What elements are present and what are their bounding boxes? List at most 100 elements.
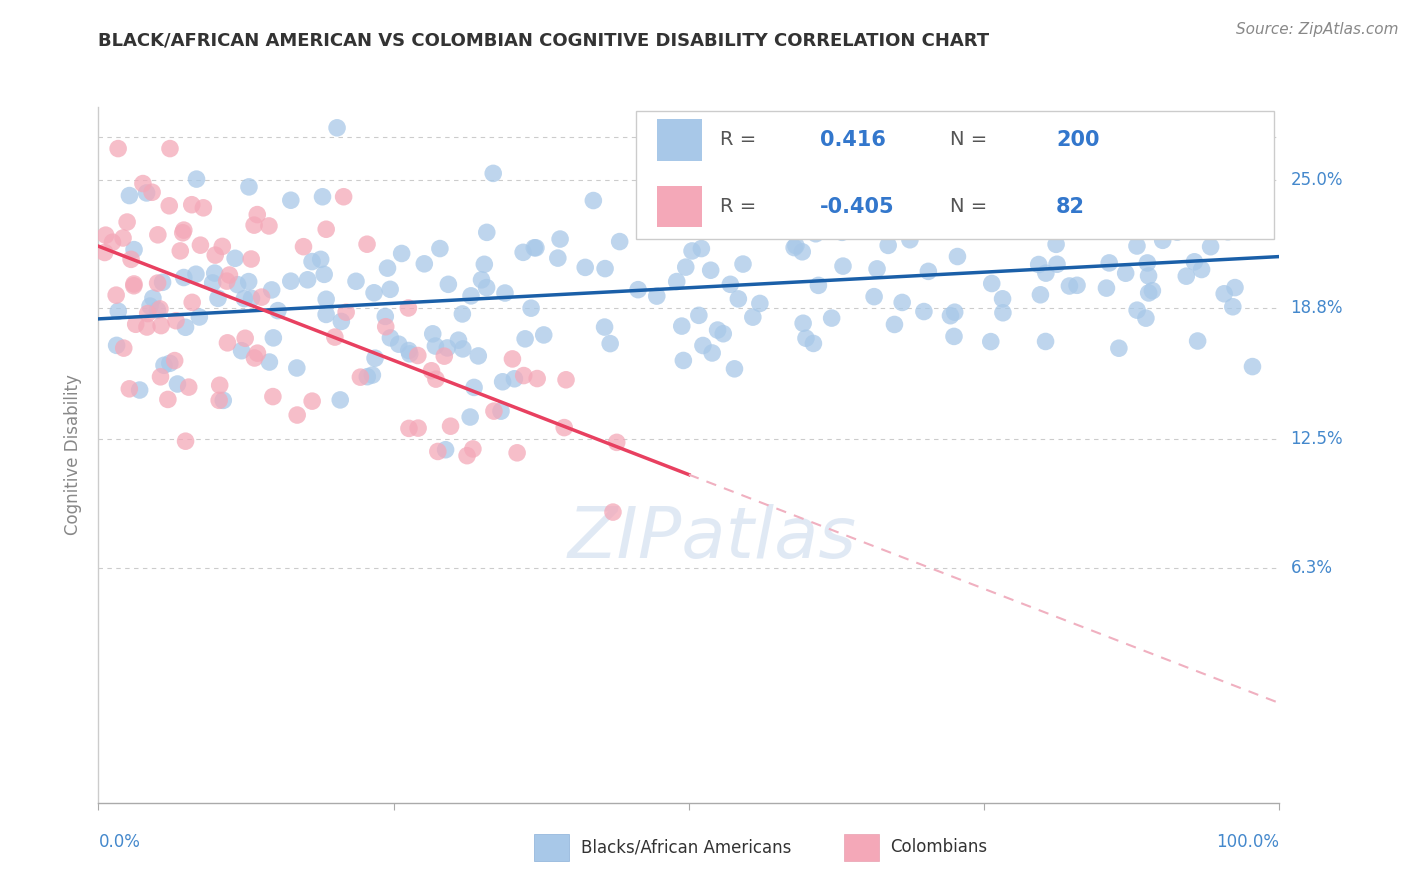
- Point: [329, 392, 352, 407]
- Point: [1045, 237, 1067, 252]
- Point: [122, 243, 145, 257]
- Point: [122, 278, 145, 293]
- Point: [1135, 311, 1157, 326]
- Point: [526, 371, 548, 385]
- Text: 200: 200: [1056, 129, 1099, 150]
- Point: [238, 275, 260, 289]
- Point: [257, 219, 280, 233]
- Point: [259, 355, 281, 369]
- Point: [120, 252, 142, 267]
- Point: [1216, 225, 1239, 239]
- Point: [942, 202, 965, 217]
- Point: [262, 390, 284, 404]
- Point: [398, 343, 420, 358]
- Point: [93, 245, 115, 260]
- Point: [243, 351, 266, 365]
- Point: [398, 347, 420, 361]
- Point: [512, 368, 534, 383]
- Point: [602, 505, 624, 519]
- Point: [233, 331, 256, 345]
- Point: [420, 364, 443, 378]
- Point: [1170, 198, 1192, 212]
- Point: [943, 305, 966, 319]
- Point: [475, 225, 498, 239]
- Point: [523, 241, 546, 255]
- Point: [456, 449, 478, 463]
- Point: [326, 120, 349, 135]
- Point: [1222, 189, 1244, 203]
- Point: [1035, 266, 1057, 280]
- Text: 6.3%: 6.3%: [1291, 559, 1333, 577]
- Point: [832, 196, 855, 211]
- Point: [377, 261, 399, 276]
- Point: [1132, 173, 1154, 187]
- Point: [297, 273, 319, 287]
- Point: [1101, 220, 1123, 235]
- Point: [262, 331, 284, 345]
- Point: [246, 346, 269, 360]
- Point: [706, 323, 728, 337]
- Point: [315, 292, 337, 306]
- Point: [315, 308, 337, 322]
- Point: [207, 291, 229, 305]
- Point: [173, 270, 195, 285]
- Point: [1126, 239, 1149, 253]
- Point: [132, 177, 155, 191]
- Point: [204, 266, 226, 280]
- Point: [153, 358, 176, 372]
- Point: [285, 361, 308, 376]
- Point: [503, 372, 526, 386]
- Point: [159, 356, 181, 370]
- Point: [482, 166, 505, 180]
- Point: [837, 223, 859, 237]
- Point: [447, 333, 470, 347]
- Point: [1191, 262, 1213, 277]
- Point: [136, 307, 159, 321]
- Point: [555, 373, 578, 387]
- Point: [184, 267, 207, 281]
- Point: [470, 273, 492, 287]
- Point: [309, 252, 332, 267]
- Point: [520, 301, 543, 315]
- Point: [436, 341, 458, 355]
- Point: [311, 190, 333, 204]
- Point: [330, 314, 353, 328]
- Point: [1126, 303, 1149, 318]
- Point: [169, 244, 191, 258]
- Point: [792, 316, 814, 330]
- Point: [1150, 212, 1173, 227]
- Point: [748, 296, 770, 310]
- Point: [1029, 287, 1052, 301]
- Point: [460, 289, 482, 303]
- Point: [939, 309, 962, 323]
- Point: [1150, 182, 1173, 196]
- Point: [398, 421, 420, 435]
- Point: [314, 268, 336, 282]
- Point: [792, 244, 814, 259]
- Point: [692, 338, 714, 352]
- Point: [429, 242, 451, 256]
- Point: [149, 369, 172, 384]
- Point: [463, 380, 485, 394]
- Point: [943, 329, 966, 343]
- Text: 0.0%: 0.0%: [98, 833, 141, 851]
- Point: [688, 309, 710, 323]
- Point: [794, 331, 817, 345]
- Point: [1108, 341, 1130, 355]
- Point: [177, 380, 200, 394]
- Point: [1240, 177, 1263, 191]
- Point: [240, 291, 263, 305]
- Point: [243, 218, 266, 232]
- Text: 100.0%: 100.0%: [1216, 833, 1279, 851]
- Point: [831, 225, 853, 239]
- Point: [917, 264, 939, 278]
- Point: [593, 261, 616, 276]
- Point: [1043, 198, 1066, 212]
- Point: [156, 392, 179, 407]
- Point: [146, 227, 169, 242]
- Point: [553, 420, 575, 434]
- Point: [925, 218, 948, 232]
- Point: [918, 222, 941, 236]
- Point: [380, 331, 402, 345]
- Point: [1046, 257, 1069, 271]
